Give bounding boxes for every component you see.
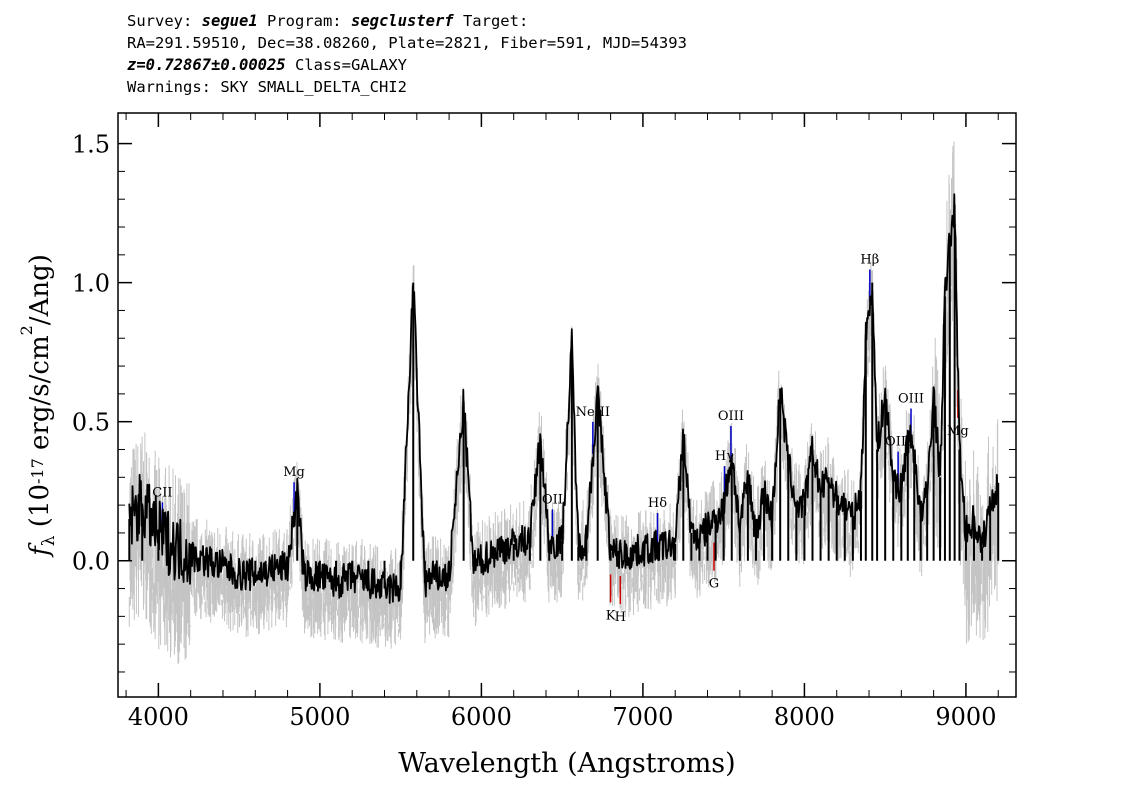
survey-value: segue1: [201, 12, 258, 30]
header-line-warnings: Warnings: SKY SMALL_DELTA_CHI2: [127, 78, 407, 96]
emission-line-label: Mg: [283, 465, 305, 480]
x-tick-label: 6000: [451, 703, 512, 731]
x-axis-label: Wavelength (Angstroms): [398, 748, 735, 779]
y-tick-label: 0.5: [72, 409, 110, 437]
x-tick-label: 5000: [289, 703, 350, 731]
x-tick-label: 7000: [612, 703, 673, 731]
flux-series-layer: [128, 193, 1000, 604]
header-line-coordinates: RA=291.59510, Dec=38.08260, Plate=2821, …: [127, 34, 687, 52]
redshift-value: z=0.72867±0.00025: [127, 56, 286, 74]
y-tick-label: 0.0: [72, 548, 110, 576]
y-axis-label: fλ (10-17 erg/s/cm2/Ang): [17, 254, 59, 558]
absorption-line-label: G: [709, 577, 719, 592]
plot-frame: [117, 112, 1017, 698]
emission-line-label: OII: [542, 492, 563, 507]
y-tick-label: 1.0: [72, 270, 110, 298]
emission-line-label: OIII: [898, 392, 924, 407]
program-label: Program:: [257, 12, 351, 30]
spectrum-header: Survey: segue1 Program: segclusterf Targ…: [127, 10, 1027, 98]
survey-label: Survey:: [127, 12, 202, 30]
emission-line-label: OIII: [718, 409, 744, 424]
error-band-layer: [128, 141, 999, 664]
absorption-line-label: Mg: [947, 424, 969, 439]
x-tick-label: 9000: [935, 703, 996, 731]
emission-line-label: Hδ: [648, 496, 667, 511]
emission-line-label: Hβ: [860, 252, 879, 267]
spectral-line-markers: CII Mg OII NeIII Hδ Hγ OIII Hβ OIII OIII K H G Mg: [152, 252, 968, 625]
x-tick-label: 8000: [774, 703, 835, 731]
x-tick-label: 4000: [128, 703, 189, 731]
target-label: Target:: [453, 12, 529, 30]
axis-ticks: [118, 113, 1016, 697]
emission-line-label: CII: [152, 485, 172, 500]
axis-tick-labels: 4000 5000 6000 7000 8000 9000 0.0 0.5 1.0 1.5: [72, 131, 997, 731]
emission-line-label: Hγ: [715, 449, 734, 464]
absorption-line-label: H: [615, 610, 626, 625]
y-tick-label: 1.5: [72, 131, 110, 159]
class-value: Class=GALAXY: [285, 56, 407, 74]
program-value: segclusterf: [350, 12, 454, 30]
absorption-line-label: K: [606, 608, 616, 623]
emission-line-label: OIII: [885, 435, 911, 450]
y-axis-label-text: fλ (10-17 erg/s/cm2/Ang): [17, 254, 59, 558]
header-line-survey: Survey: segue1 Program: segclusterf Targ…: [127, 10, 1027, 32]
header-line-redshift: z=0.72867±0.00025 Class=GALAXY: [127, 54, 1027, 76]
error-band: [128, 141, 999, 664]
emission-line-label: NeIII: [576, 405, 610, 420]
